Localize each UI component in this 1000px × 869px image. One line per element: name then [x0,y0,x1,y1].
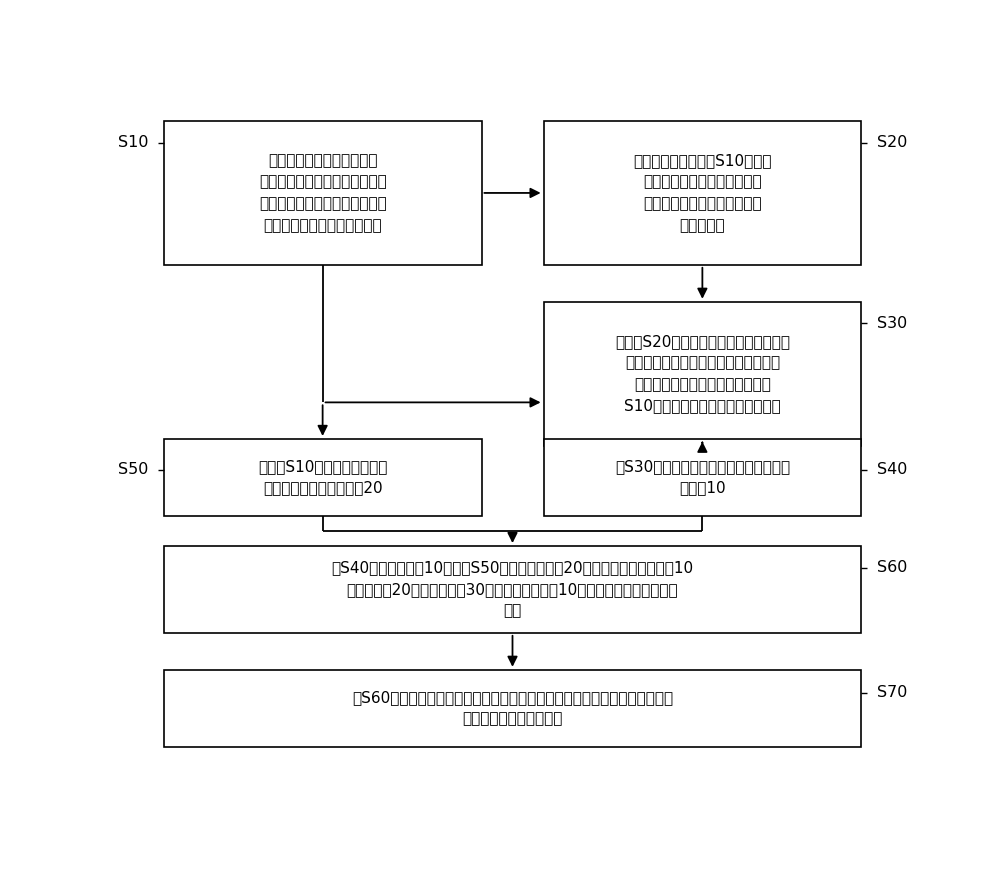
Text: S30: S30 [877,315,907,331]
Text: S10: S10 [118,135,148,150]
Text: 将多个S10得到的陶瓷薄膜层
叠后压合，得到第二基板20: 将多个S10得到的陶瓷薄膜层 叠后压合，得到第二基板20 [258,459,387,495]
Text: S50: S50 [118,462,148,477]
Text: S70: S70 [877,686,907,700]
Text: 将掺杂有烧结助剂的陶瓷粉
、有机粘合剂、有机溶剂均匀混
合后得到陶瓷浆料，接着以陶瓷
浆料为原料制备得到陶瓷薄膜: 将掺杂有烧结助剂的陶瓷粉 、有机粘合剂、有机溶剂均匀混 合后得到陶瓷浆料，接着以… [259,153,386,233]
Bar [164,670,861,746]
Text: 将S30得到的第一基板压合后切割，得到
层叠体10: 将S30得到的第一基板压合后切割，得到 层叠体10 [615,459,790,495]
Text: S40: S40 [877,462,907,477]
Text: 将S40得到的层叠体10放置在S50得到的第二基板20上，再将放置有层叠体10
的第二基板20放置在承烧板30上，接着对层叠体10进行排粘和烧结，得到陶
瓷体: 将S40得到的层叠体10放置在S50得到的第二基板20上，再将放置有层叠体10 … [331,561,694,619]
Text: 将S60得到的陶瓷体倒角后，分别在倒角后的陶瓷体的两个端面附上两个外电
极，得到多层陶瓷电容器: 将S60得到的陶瓷体倒角后，分别在倒角后的陶瓷体的两个端面附上两个外电 极，得到… [352,690,673,726]
Bar [544,302,861,446]
Bar [164,439,482,516]
Bar [544,439,861,516]
Text: S60: S60 [877,561,907,575]
Bar [544,121,861,265]
Bar [164,121,482,265]
Text: 将多个S20得到的印刷有内电极图案的陶
瓷薄膜层叠后得到层叠单元，接着在层
叠单元的相对的两侧分别层叠多个
S10得到的陶瓷薄膜，得到第一基板: 将多个S20得到的印刷有内电极图案的陶 瓷薄膜层叠后得到层叠单元，接着在层 叠单… [615,334,790,414]
Text: 将内电极浆料印刷在S10得到的
陶瓷薄膜上形成内电极图案，
烘干后得到印刷有内电极图案
的陶瓷薄膜: 将内电极浆料印刷在S10得到的 陶瓷薄膜上形成内电极图案， 烘干后得到印刷有内电… [633,153,772,233]
Text: S20: S20 [877,135,907,150]
Bar [164,546,861,633]
